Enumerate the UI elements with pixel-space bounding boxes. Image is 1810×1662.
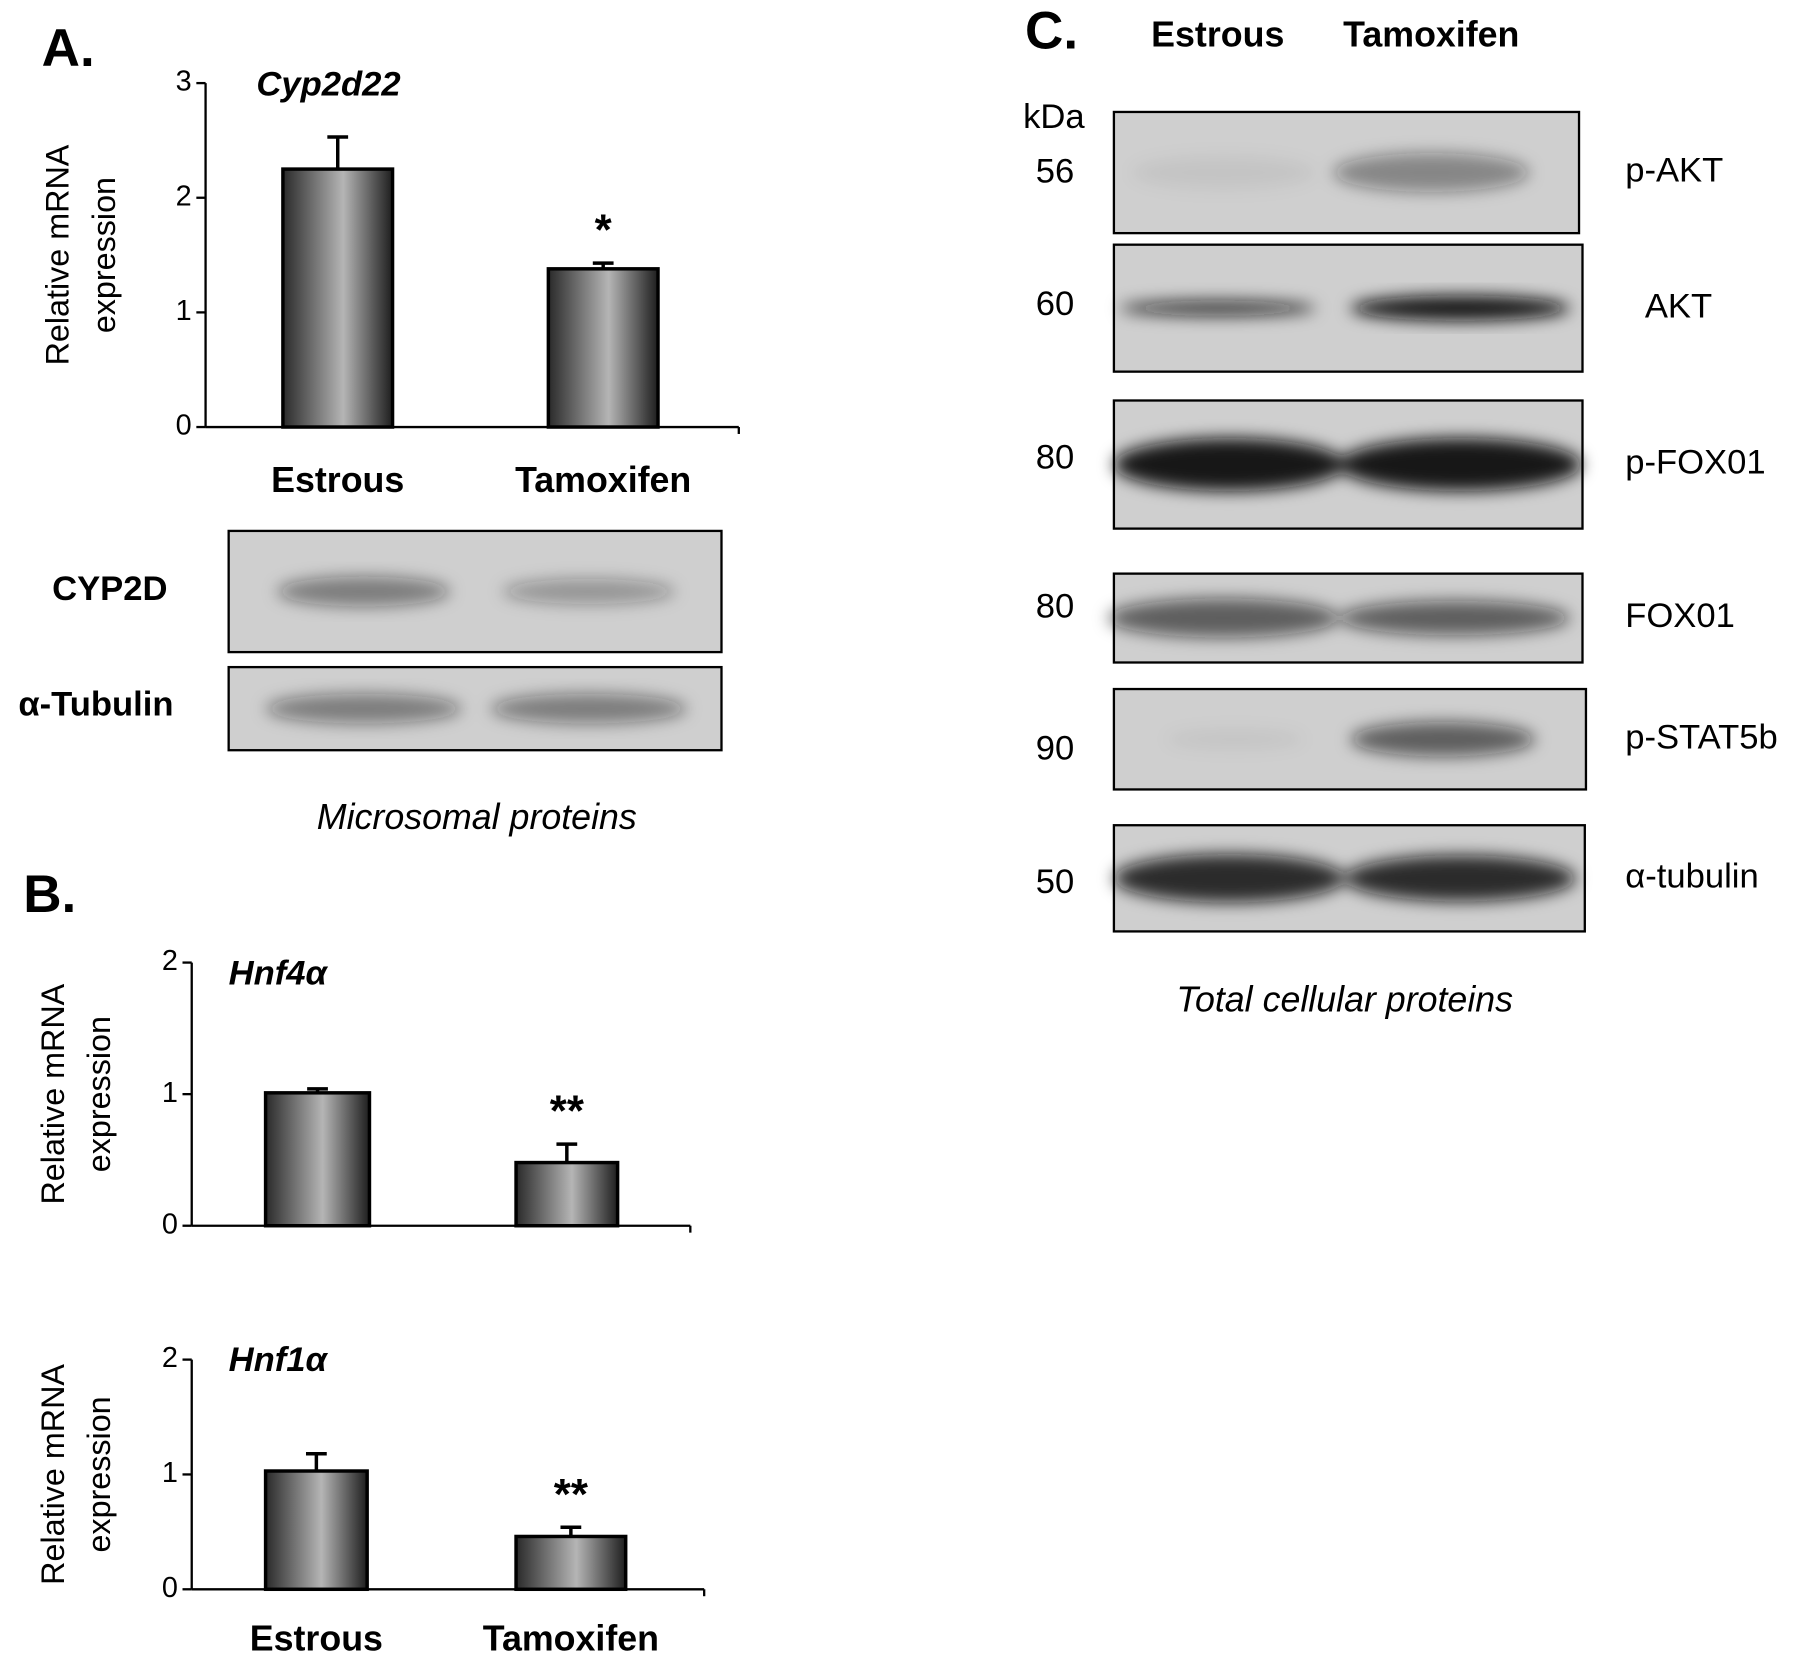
blot-bands: [1113, 854, 1576, 903]
y-axis-label: expression: [86, 177, 122, 333]
band: [1131, 155, 1316, 190]
band: [1333, 152, 1530, 193]
x-tick-label: Tamoxifen: [483, 1619, 659, 1659]
band: [1350, 295, 1570, 321]
kda-label: 60: [1036, 285, 1075, 323]
band: [277, 576, 451, 607]
y-tick-label: 1: [162, 1077, 178, 1109]
band: [1344, 855, 1576, 902]
blot-label: p-FOX01: [1625, 444, 1765, 482]
y-tick-label: 2: [162, 945, 178, 977]
y-axis-label: Relative mRNA: [35, 1364, 71, 1585]
bar: [281, 167, 395, 429]
y-axis-label: Relative mRNA: [40, 144, 76, 365]
y-axis-label: expression: [81, 1396, 117, 1552]
x-tick-label: Estrous: [250, 1619, 383, 1659]
x-tick-label: Estrous: [271, 460, 404, 500]
y-tick-label: 0: [162, 1208, 178, 1240]
blot-label: α-tubulin: [1625, 857, 1759, 895]
chart-title: Cyp2d22: [256, 66, 400, 104]
significance: **: [554, 1470, 589, 1519]
blot-bands: [1108, 598, 1570, 638]
blot-frame: [1112, 687, 1588, 791]
significance: *: [595, 206, 613, 255]
blot-label: p-AKT: [1625, 152, 1723, 190]
blot-bands: [1119, 295, 1570, 321]
blot-frame: [1112, 572, 1584, 664]
blot-frame: [1112, 399, 1584, 530]
caption: Microsomal proteins: [317, 797, 637, 837]
y-tick-label: 1: [162, 1457, 178, 1489]
band: [1165, 728, 1305, 750]
bar: [546, 267, 660, 429]
kda-label: 56: [1036, 152, 1075, 190]
band: [1350, 721, 1536, 757]
chart-title: Hnf4α: [229, 954, 329, 992]
kda-label: 80: [1036, 438, 1075, 476]
y-tick-label: 0: [162, 1572, 178, 1604]
kda-unit: kDa: [1023, 98, 1085, 136]
band: [490, 693, 687, 724]
blot-label: α-Tubulin: [18, 685, 173, 723]
blot-label: p-STAT5b: [1625, 718, 1778, 756]
band: [1113, 854, 1345, 903]
bar: [263, 1091, 372, 1228]
bar: [263, 1469, 369, 1592]
significance: **: [550, 1087, 585, 1136]
band: [1338, 438, 1582, 492]
band: [502, 578, 676, 605]
bar: [514, 1534, 628, 1592]
y-tick-label: 2: [162, 1342, 178, 1374]
y-tick-label: 2: [176, 180, 192, 212]
band: [1338, 600, 1570, 636]
band: [1113, 438, 1345, 492]
blot-bands: [1165, 721, 1536, 757]
y-tick-label: 0: [176, 410, 192, 442]
caption: Total cellular proteins: [1176, 979, 1513, 1019]
blot-frame: [1112, 110, 1581, 235]
y-axis-label: Relative mRNA: [35, 983, 71, 1204]
band: [1119, 300, 1316, 317]
blot-bands: [277, 576, 676, 607]
blot-frame: [1112, 824, 1586, 933]
panel-label: C.: [1025, 2, 1078, 61]
kda-label: 50: [1036, 863, 1075, 901]
blot-bands: [265, 693, 687, 724]
y-tick-label: 1: [176, 295, 192, 327]
blot-frame: [1112, 243, 1584, 373]
bar: [514, 1160, 620, 1228]
kda-label: 90: [1036, 729, 1075, 767]
lane-label: Tamoxifen: [1343, 14, 1519, 54]
blot-label: FOX01: [1625, 597, 1735, 635]
panel-label: B.: [23, 865, 76, 924]
panel-label: A.: [42, 19, 95, 78]
blot-frame: [227, 529, 723, 654]
blot-bands: [1113, 438, 1582, 492]
band: [1108, 598, 1339, 638]
blot-label: AKT: [1645, 287, 1712, 325]
blot-bands: [1131, 152, 1530, 193]
y-tick-label: 3: [176, 66, 192, 98]
kda-label: 80: [1036, 587, 1075, 625]
blot-frame: [227, 665, 723, 752]
chart-title: Hnf1α: [229, 1341, 329, 1379]
x-tick-label: Tamoxifen: [515, 460, 691, 500]
y-axis-label: expression: [81, 1016, 117, 1172]
blot-label: CYP2D: [52, 570, 167, 608]
band: [265, 693, 462, 724]
lane-label: Estrous: [1151, 14, 1284, 54]
